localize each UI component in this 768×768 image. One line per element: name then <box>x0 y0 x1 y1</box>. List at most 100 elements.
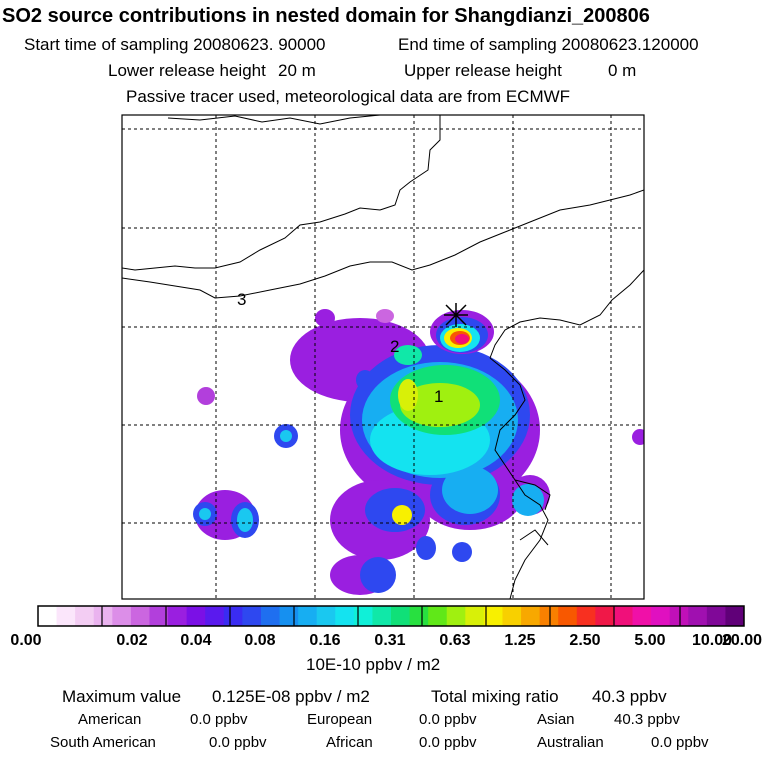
region-label-1: 1 <box>434 387 443 406</box>
concentration-patch <box>392 505 412 525</box>
total-label: Total mixing ratio <box>431 687 559 706</box>
colorbar-segment <box>428 606 448 626</box>
colorbar-segment <box>316 606 336 626</box>
map-frame <box>121 114 645 600</box>
colorbar-tick: 10.00 <box>691 632 733 649</box>
colorbar-segment <box>613 606 634 626</box>
colorbar-tick: 0.16 <box>309 632 341 649</box>
max-value: 0.125E-08 ppbv / m2 <box>212 687 370 706</box>
coastline-far <box>519 529 549 546</box>
colorbar-segment <box>260 606 281 626</box>
colorbar-tick: 2.50 <box>569 632 601 649</box>
colorbar-tick: 0.63 <box>439 632 471 649</box>
colorbar-segment <box>669 606 689 626</box>
colorbar-tick: 5.00 <box>634 632 666 649</box>
colorbar-segment <box>632 606 652 626</box>
colorbar-tick: 0.08 <box>244 632 276 649</box>
region-value-european: 0.0 ppbv <box>419 711 477 728</box>
colorbar-segment <box>706 606 726 626</box>
coastline-bay <box>122 115 441 271</box>
colorbar-segment <box>688 606 708 626</box>
total-value: 40.3 ppbv <box>592 687 667 706</box>
colorbar-segment <box>558 606 578 626</box>
colorbar-segment <box>446 606 466 626</box>
upper-release-label: Upper release height <box>404 61 562 80</box>
coastline-east <box>489 269 644 359</box>
concentration-patch <box>360 557 396 593</box>
concentration-patch <box>197 387 215 405</box>
concentration-patch <box>512 484 544 516</box>
max-label: Maximum value <box>62 687 182 706</box>
colorbar <box>37 605 745 627</box>
region-label-3: 3 <box>237 290 246 309</box>
colorbar-segment <box>651 606 671 626</box>
lower-release-label: Lower release height <box>108 61 266 80</box>
colorbar-tick: 0.04 <box>180 632 212 649</box>
region-name-asian: Asian <box>537 711 575 728</box>
concentration-patch <box>416 536 436 560</box>
colorbar-segment <box>335 606 355 626</box>
tracer-note: Passive tracer used, meteorological data… <box>126 87 571 106</box>
concentration-patch <box>398 379 418 411</box>
concentration-patch <box>237 508 253 532</box>
region-value-asian: 40.3 ppbv <box>614 711 680 728</box>
region-value-african: 0.0 ppbv <box>419 734 477 751</box>
colorbar-segment <box>595 606 615 626</box>
colorbar-segment <box>465 606 485 626</box>
figure-title: SO2 source contributions in nested domai… <box>2 5 650 27</box>
colorbar-segment <box>130 606 150 626</box>
colorbar-frame <box>37 605 745 627</box>
region-value-american: 0.0 ppbv <box>190 711 248 728</box>
colorbar-segment <box>168 606 188 626</box>
colorbar-segment <box>353 606 373 626</box>
coastline <box>122 115 644 599</box>
colorbar-segment <box>75 606 95 626</box>
colorbar-unit: 10E-10 ppbv / m2 <box>306 655 441 674</box>
colorbar-segment <box>298 606 318 626</box>
concentration-patch <box>632 429 644 445</box>
concentration-patch <box>356 370 374 390</box>
colorbar-segment <box>372 606 392 626</box>
colorbar-tick: 20.00 <box>721 632 763 649</box>
colorbar-segment <box>483 606 503 626</box>
star-cross-icon <box>444 303 468 327</box>
colorbar-segment <box>502 606 522 626</box>
colorbar-segment <box>539 606 559 626</box>
concentration-patch <box>376 309 394 323</box>
colorbar-segment <box>521 606 541 626</box>
colorbar-segment <box>93 606 113 626</box>
colorbar-segment <box>149 606 169 626</box>
concentration-patch <box>315 309 335 327</box>
region-name-south-american: South American <box>50 734 156 751</box>
upper-release-value: 0 m <box>608 61 637 80</box>
coastline-inner <box>514 479 551 511</box>
concentration-field <box>193 309 644 595</box>
graticule <box>122 115 644 599</box>
concentration-patch <box>452 542 472 562</box>
colorbar-segment <box>38 606 58 626</box>
colorbar-segment <box>409 606 429 626</box>
coastline-south <box>489 357 549 599</box>
region-name-european: European <box>307 711 373 728</box>
concentration-patch <box>394 345 422 365</box>
colorbar-segment <box>223 606 243 626</box>
colorbar-segment <box>279 606 299 626</box>
concentration-patch <box>280 430 292 442</box>
region-value-australian: 0.0 ppbv <box>651 734 709 751</box>
colorbar-tick: 1.25 <box>504 632 536 649</box>
region-label-2: 2 <box>390 337 399 356</box>
concentration-patch <box>442 466 498 514</box>
concentration-patch <box>400 383 480 427</box>
colorbar-segment <box>391 606 411 626</box>
colorbar-segment <box>205 606 225 626</box>
colorbar-segment <box>112 606 132 626</box>
region-value-south-american: 0.0 ppbv <box>209 734 267 751</box>
colorbar-segment <box>576 606 596 626</box>
colorbar-segment <box>186 606 206 626</box>
colorbar-segment <box>725 606 745 626</box>
coastline-north <box>167 115 381 125</box>
region-name-american: American <box>78 711 142 728</box>
colorbar-tick: 0.02 <box>116 632 148 649</box>
lower-release-value: 20 m <box>278 61 316 80</box>
